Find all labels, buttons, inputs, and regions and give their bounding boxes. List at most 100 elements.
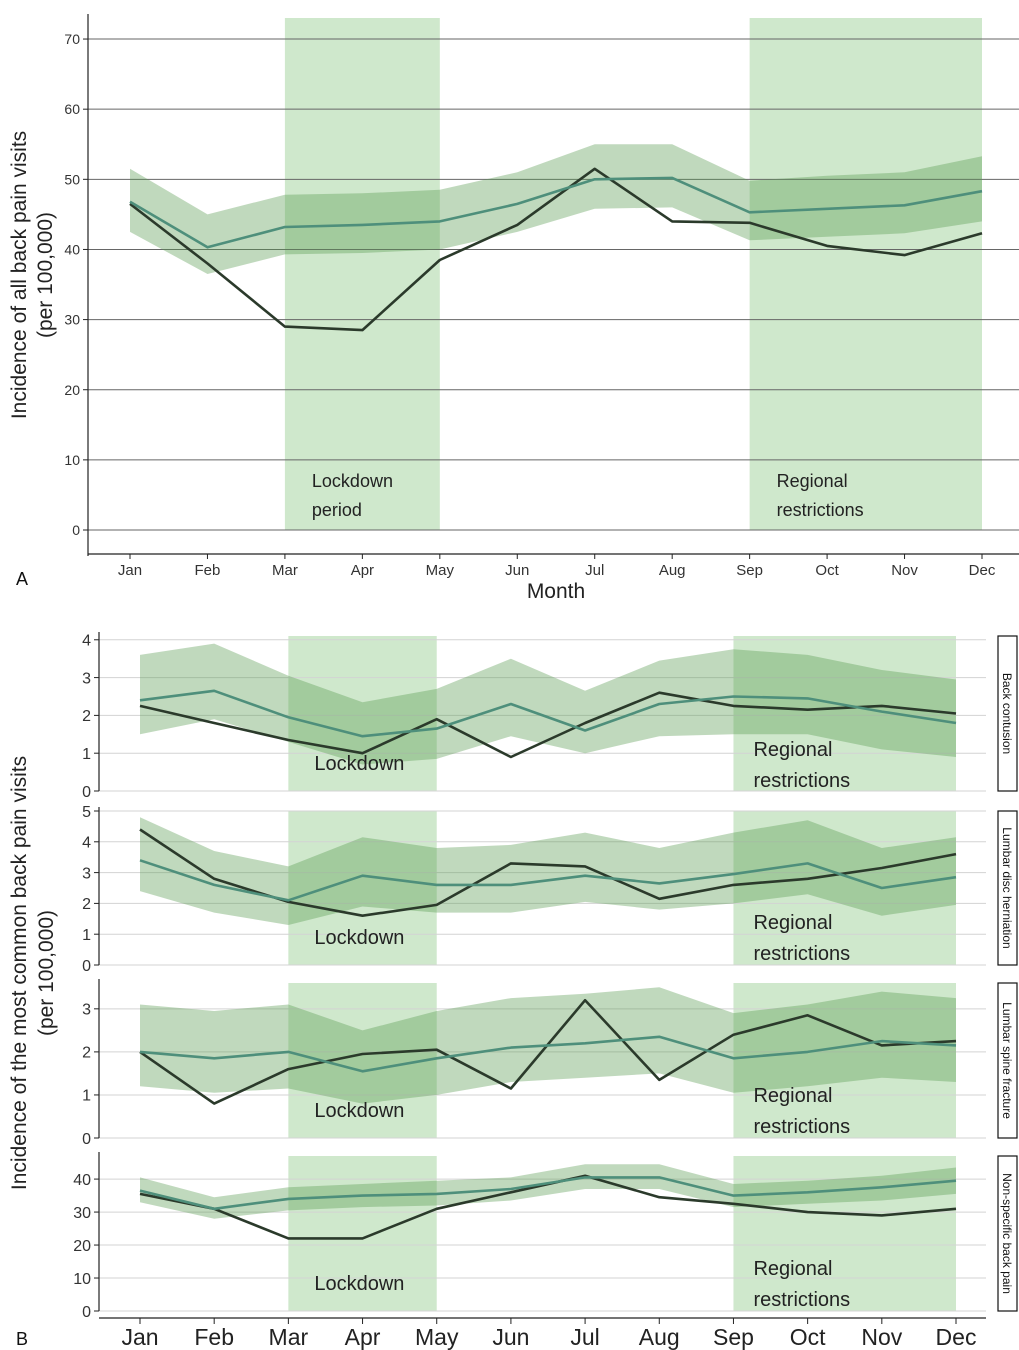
panel-b-facet-2-expected-line bbox=[139, 859, 957, 902]
panel-b-facet-4-shade-regional bbox=[733, 1156, 956, 1311]
panel-b-strip-label: Lumbar disc herniation bbox=[1000, 827, 1014, 948]
panel-b-facet-4-period-label-regional: restrictions bbox=[753, 1289, 850, 1311]
panel-b-facet-1-confidence-band bbox=[140, 643, 956, 765]
panel-b-x-tick-label: Jan bbox=[121, 1324, 158, 1350]
panel-a-y-tick-label: 20 bbox=[64, 382, 80, 398]
panel-a-x-tick-label: Jan bbox=[118, 562, 142, 579]
panel-b-facet-2-y-tick-label: 1 bbox=[82, 927, 91, 944]
panel-a-period-label-lockdown: period bbox=[312, 500, 362, 520]
panel-b-facet-2-y-tick-label: 5 bbox=[82, 804, 91, 821]
panel-b-x-tick-label: Oct bbox=[790, 1324, 826, 1350]
panel-a-y-tick-label: 10 bbox=[64, 452, 80, 468]
panel-b-facet-2-y-tick-label: 0 bbox=[82, 958, 91, 975]
panel-b-facet-4-period-label-lockdown: Lockdown bbox=[314, 1273, 404, 1295]
panel-b-facet-2-plot: 0 1 2 3 4 5 Lockdown Regional restrictions bbox=[82, 804, 986, 975]
panel-b-facet-3-y-tick-label: 2 bbox=[82, 1045, 91, 1062]
panel-b-facet-1-period-label-regional: restrictions bbox=[753, 770, 850, 792]
panel-a-observed-line bbox=[129, 167, 983, 332]
panel-a-plot: 0 10 20 30 40 50 60 70 Lockdown period Regional res… bbox=[64, 14, 1019, 556]
panel-b-facet-2-shade-regional bbox=[733, 811, 956, 965]
panel-a-y-tick-label: 30 bbox=[64, 312, 80, 328]
panel-b-x-tick-label: Feb bbox=[194, 1324, 234, 1350]
panel-b-strip-box bbox=[997, 982, 1018, 1139]
panel-a-y-tick-label: 50 bbox=[64, 171, 80, 187]
panel-a-x-axis-title: Month bbox=[527, 580, 585, 603]
panel-b-facet-2-shade-lockdown bbox=[288, 811, 437, 965]
panel-b-facet-2-period-label-regional: restrictions bbox=[753, 943, 850, 965]
panel-b-facet-4-shade-lockdown bbox=[288, 1156, 437, 1311]
panel-b-facet-1-plot: 0 1 2 3 4 Lockdown Regional restrictions bbox=[82, 632, 986, 801]
panel-b-strip-box bbox=[997, 1155, 1018, 1312]
panel-a-y-tick-label: 0 bbox=[72, 522, 80, 538]
panel-b-facet-3-y-tick-label: 3 bbox=[82, 1002, 91, 1019]
panel-b-facet-4-expected-line bbox=[139, 1176, 957, 1211]
panel-b-facet-1-shade-regional bbox=[733, 636, 956, 791]
panel-a-x-tick-label: Nov bbox=[891, 562, 918, 579]
panel-b-facet-4-y-tick-label: 0 bbox=[82, 1304, 91, 1321]
panel-b-y-axis-title: Incidence of the most common back pain v… bbox=[8, 756, 31, 1190]
panel-b-x-tick-label: Jul bbox=[570, 1324, 599, 1350]
panel-b-facet-3-plot: 0 1 2 3 Lockdown Regional restrictions bbox=[82, 979, 986, 1148]
panel-b-facet-1-y-tick-label: 3 bbox=[82, 670, 91, 687]
panel-b-facet-1-period-label-regional: Regional bbox=[753, 739, 832, 761]
panel-a-x-tick-label: Oct bbox=[815, 562, 839, 579]
panel-b-facet-1-observed-line bbox=[139, 691, 957, 759]
panel-b-facet-2-y-tick-label: 3 bbox=[82, 865, 91, 882]
panel-a-y-tick-label: 40 bbox=[64, 241, 80, 257]
panel-b-facet-4-y-tick-label: 40 bbox=[73, 1172, 91, 1189]
panel-b-x-tick-label: Sep bbox=[713, 1324, 754, 1350]
panel-a-expected-line bbox=[129, 176, 983, 249]
panel-b-strip-label: Lumbar spine fracture bbox=[1000, 1002, 1014, 1119]
panel-a-x-tick-label: Mar bbox=[272, 562, 298, 579]
panel-b-x-tick-label: Aug bbox=[639, 1324, 680, 1350]
panel-b-facet-3-y-tick-label: 0 bbox=[82, 1131, 91, 1148]
panel-a-shade-lockdown bbox=[284, 18, 440, 530]
panel-a-x-tick-label: May bbox=[426, 562, 455, 579]
panel-b-facet-1-shade-lockdown bbox=[288, 636, 437, 791]
panel-b-letter: B bbox=[16, 1329, 28, 1349]
panel-b-x-tick-label: Jun bbox=[492, 1324, 529, 1350]
panel-b-facet-2-confidence-band bbox=[140, 817, 956, 925]
panel-b-x-tick-label: Apr bbox=[345, 1324, 381, 1350]
panel-b-facet-4-y-tick-label: 30 bbox=[73, 1205, 91, 1222]
panel-b-facet-1-y-tick-label: 2 bbox=[82, 708, 91, 725]
panel-a-period-label-regional: Regional bbox=[777, 471, 848, 491]
panel-b-facet-3-period-label-regional: restrictions bbox=[753, 1116, 850, 1138]
panel-a-shade-regional bbox=[749, 18, 982, 530]
panel-a-y-tick-label: 60 bbox=[64, 101, 80, 117]
panel-a-x-tick-label: Jun bbox=[505, 562, 529, 579]
panel-a-x-tick-label: Apr bbox=[351, 562, 374, 579]
panel-b-strip-label: Back contusion bbox=[1000, 673, 1014, 754]
panel-b-facet-4-y-tick-label: 10 bbox=[73, 1271, 91, 1288]
panel-a-x-tick-label: Aug bbox=[659, 562, 686, 579]
panel-a-x-tick-label: Sep bbox=[736, 562, 763, 579]
panel-a-letter: A bbox=[16, 569, 28, 589]
panel-b-facet-1-y-tick-label: 0 bbox=[82, 784, 91, 801]
panel-b-facet-2-y-tick-label: 2 bbox=[82, 896, 91, 913]
panel-b-strip-box bbox=[997, 810, 1018, 966]
panel-b-facet-4-plot: 0 10 20 30 40 Lockdown Regional restrictions bbox=[73, 1152, 986, 1321]
panel-b-x-tick-label: Mar bbox=[269, 1324, 309, 1350]
panel-b-y-axis-title-units: (per 100,000) bbox=[35, 910, 58, 1036]
panel-b-facet-3-period-label-regional: Regional bbox=[753, 1085, 832, 1107]
panel-b-facet-3-period-label-lockdown: Lockdown bbox=[314, 1100, 404, 1122]
panel-a-period-label-lockdown: Lockdown bbox=[312, 471, 393, 491]
panel-a-x-tick-label: Dec bbox=[969, 562, 996, 579]
panel-b-facet-2-period-label-regional: Regional bbox=[753, 912, 832, 934]
panel-a-y-axis-title: Incidence of all back pain visits bbox=[8, 131, 31, 419]
panel-b-facet-4-period-label-regional: Regional bbox=[753, 1258, 832, 1280]
panel-b-facet-1-y-tick-label: 4 bbox=[82, 633, 91, 650]
panel-a-confidence-band bbox=[130, 144, 982, 274]
panel-a-x-tick-label: Feb bbox=[195, 562, 221, 579]
panel-b-facet-4-y-tick-label: 20 bbox=[73, 1238, 91, 1255]
panel-b-facet-3-y-tick-label: 1 bbox=[82, 1088, 91, 1105]
panel-b-facet-2-period-label-lockdown: Lockdown bbox=[314, 927, 404, 949]
panel-b-x-tick-label: Dec bbox=[936, 1324, 977, 1350]
panel-b-strip-box bbox=[997, 635, 1018, 792]
panel-a-x-tick-label: Jul bbox=[585, 562, 604, 579]
panel-b-facet-2-y-tick-label: 4 bbox=[82, 835, 91, 852]
panel-b-strip-label: Non-specific back pain bbox=[1000, 1173, 1014, 1294]
panel-b-facet-1-period-label-lockdown: Lockdown bbox=[314, 753, 404, 775]
panel-a-y-tick-label: 70 bbox=[64, 31, 80, 47]
